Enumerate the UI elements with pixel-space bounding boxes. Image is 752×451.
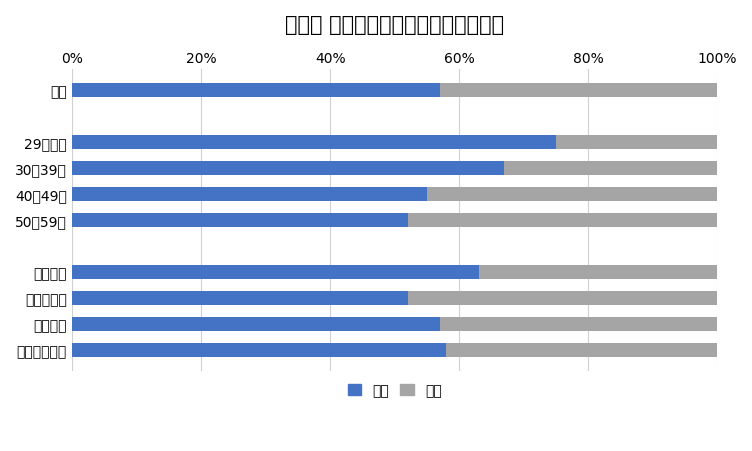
Bar (556, 135, 717, 150)
Title: 妻回答 夫の家事に対し「満足・不満」: 妻回答 夫の家事に対し「満足・不満」 (285, 15, 505, 35)
Bar (72, 135, 556, 150)
Bar (72, 317, 440, 331)
Bar (479, 265, 717, 279)
Bar (408, 213, 717, 227)
Bar (72, 343, 447, 357)
Bar (408, 291, 717, 305)
Bar (72, 83, 440, 98)
Legend: 満足, 不満: 満足, 不満 (342, 378, 447, 403)
Bar (72, 265, 479, 279)
Bar (447, 343, 717, 357)
Bar (72, 213, 408, 227)
Bar (440, 83, 717, 98)
Bar (440, 317, 717, 331)
Bar (72, 187, 427, 202)
Bar (427, 187, 717, 202)
Bar (505, 161, 717, 175)
Bar (72, 161, 505, 175)
Bar (72, 291, 408, 305)
